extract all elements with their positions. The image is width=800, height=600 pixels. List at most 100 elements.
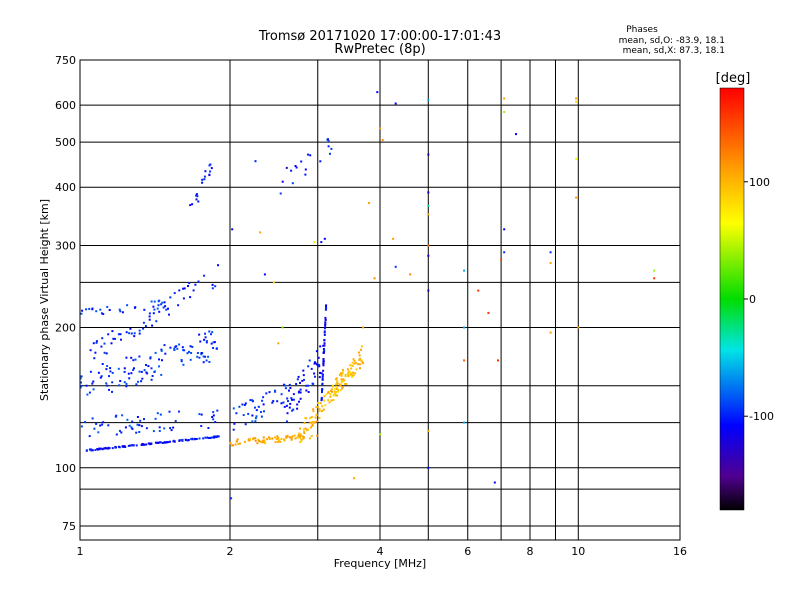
- data-point: [202, 361, 205, 364]
- data-point: [308, 359, 311, 362]
- data-point: [324, 321, 327, 324]
- data-point: [111, 390, 113, 393]
- data-point: [299, 388, 302, 391]
- data-point: [213, 436, 215, 438]
- data-point: [341, 386, 344, 389]
- data-point: [276, 400, 279, 403]
- data-point: [182, 363, 185, 366]
- data-point: [321, 373, 324, 376]
- data-point: [302, 428, 305, 431]
- data-point: [107, 333, 110, 336]
- grid-lines: [80, 60, 680, 540]
- data-point: [328, 401, 331, 404]
- data-point: [302, 369, 305, 372]
- data-point: [300, 439, 303, 442]
- data-point: [206, 436, 209, 439]
- data-point: [169, 346, 172, 349]
- data-point: [317, 356, 320, 359]
- data-point: [351, 376, 353, 378]
- data-point: [244, 423, 247, 426]
- data-point: [194, 283, 197, 286]
- data-point: [307, 428, 309, 431]
- data-point: [175, 345, 178, 348]
- data-point: [299, 381, 301, 384]
- data-point: [120, 431, 123, 434]
- x-tick-label: 1: [77, 545, 84, 558]
- data-point: [254, 437, 257, 440]
- data-point: [298, 432, 301, 435]
- data-point: [256, 442, 259, 445]
- data-point: [231, 228, 234, 231]
- data-point: [255, 415, 258, 418]
- data-point: [203, 178, 206, 181]
- data-point: [99, 308, 102, 311]
- data-point: [321, 388, 324, 391]
- data-point: [262, 439, 264, 442]
- data-point: [463, 421, 466, 424]
- data-point: [108, 447, 111, 450]
- data-point: [334, 394, 337, 397]
- data-point: [202, 437, 205, 440]
- data-point: [313, 241, 316, 244]
- data-point: [249, 399, 252, 402]
- data-point: [100, 312, 103, 315]
- data-point: [288, 436, 291, 439]
- data-point: [321, 375, 324, 378]
- data-point: [335, 391, 337, 393]
- data-point: [172, 426, 175, 429]
- data-point: [287, 400, 289, 403]
- data-point: [203, 338, 206, 341]
- data-point: [91, 449, 94, 452]
- data-point: [145, 427, 148, 430]
- data-point: [131, 444, 134, 447]
- data-point: [178, 289, 181, 292]
- data-point: [151, 375, 154, 377]
- data-point: [575, 196, 578, 199]
- y-tick-label: 75: [62, 520, 76, 533]
- data-point: [254, 160, 257, 163]
- data-point: [207, 355, 210, 358]
- data-point: [98, 448, 101, 451]
- data-point: [92, 342, 95, 345]
- data-point: [140, 380, 143, 383]
- data-point: [286, 420, 288, 423]
- data-point: [299, 397, 302, 400]
- data-point: [173, 292, 176, 295]
- data-point: [318, 376, 321, 379]
- data-point: [322, 344, 325, 347]
- data-point: [80, 385, 83, 387]
- data-point: [211, 416, 214, 418]
- data-point: [190, 352, 193, 354]
- data-point: [262, 441, 265, 444]
- data-point: [158, 430, 161, 432]
- data-point: [427, 289, 430, 292]
- data-point: [497, 359, 499, 362]
- data-point: [316, 434, 319, 437]
- data-point: [106, 447, 108, 450]
- data-point: [359, 367, 361, 370]
- data-point: [204, 355, 207, 358]
- data-point: [300, 160, 303, 163]
- data-point: [150, 367, 153, 370]
- data-point: [198, 413, 201, 416]
- data-point: [319, 160, 322, 163]
- data-point: [145, 325, 147, 328]
- data-point: [95, 422, 98, 425]
- data-point: [91, 308, 94, 311]
- data-point: [157, 441, 159, 444]
- data-point: [503, 97, 506, 100]
- data-point: [329, 393, 332, 396]
- data-point: [142, 321, 145, 324]
- data-point: [296, 407, 299, 410]
- data-point: [119, 429, 121, 432]
- data-point: [150, 378, 153, 381]
- data-point: [367, 202, 370, 204]
- data-point: [209, 170, 212, 173]
- data-point: [329, 152, 331, 155]
- data-point: [251, 420, 254, 423]
- data-point: [243, 404, 246, 406]
- data-point: [280, 402, 283, 405]
- data-point: [653, 277, 656, 280]
- data-point: [104, 446, 107, 449]
- data-point: [325, 304, 327, 307]
